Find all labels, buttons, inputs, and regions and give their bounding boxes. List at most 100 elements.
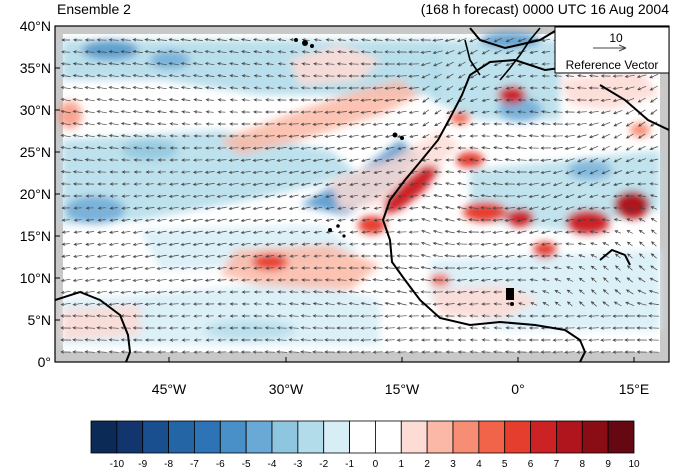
wind-vector (516, 170, 527, 174)
wind-vector (612, 338, 624, 342)
wind-vector (108, 110, 119, 114)
wind-vector (324, 302, 335, 306)
wind-vector (408, 301, 419, 306)
wind-vector (312, 86, 323, 90)
wind-vector (313, 266, 323, 270)
lat-label-25n: 25°N (20, 144, 51, 160)
wind-vector (277, 254, 286, 258)
wind-vector (384, 278, 395, 282)
wind-vector (540, 134, 551, 138)
wind-vector (552, 314, 563, 318)
wind-vector (504, 146, 515, 150)
wind-vector (421, 194, 431, 198)
wind-vector (180, 170, 191, 174)
wind-vector (481, 338, 490, 342)
wind-vector (361, 182, 370, 186)
wind-vector (193, 338, 202, 342)
wind-vector (613, 170, 623, 175)
wind-vector (192, 218, 203, 223)
wind-vector (96, 338, 107, 342)
wind-vector (602, 265, 609, 271)
wind-vector (301, 206, 311, 210)
wind-vector (289, 50, 298, 54)
wind-vector (564, 314, 575, 318)
wind-vector (565, 182, 575, 187)
wind-vector (180, 194, 191, 198)
wind-vector (612, 74, 623, 78)
wind-vector (612, 98, 623, 103)
wind-vector (60, 109, 71, 114)
wind-vector (204, 290, 215, 294)
wind-vector (253, 314, 263, 318)
wind-vector (528, 206, 539, 211)
wind-vector (456, 230, 467, 234)
wind-vector (372, 86, 384, 90)
wind-vector (192, 194, 203, 198)
wind-vector (384, 86, 396, 90)
wind-vector (180, 182, 191, 186)
wind-vector (648, 314, 660, 318)
wind-vector (360, 38, 371, 42)
wind-vector (372, 242, 383, 246)
wind-vector (516, 158, 527, 162)
wind-vector (252, 194, 263, 199)
wind-vector (288, 146, 299, 150)
wind-vector (516, 206, 527, 211)
wind-vector (564, 158, 575, 163)
wind-vector (433, 158, 442, 162)
islands (294, 38, 514, 306)
wind-vector (469, 350, 478, 354)
wind-vector (156, 74, 167, 78)
wind-vector (120, 134, 131, 138)
wind-vector (517, 290, 526, 294)
wind-vector (216, 278, 227, 282)
wind-vector (60, 134, 71, 138)
wind-vector (253, 62, 262, 66)
wind-vector (422, 109, 430, 115)
wind-vector (205, 326, 214, 330)
wind-vector (638, 133, 646, 139)
wind-vector (96, 38, 107, 42)
wind-vector (637, 170, 647, 174)
wind-vector (85, 206, 94, 210)
wind-vector (504, 242, 515, 247)
wind-vector (264, 146, 275, 150)
wind-vector (156, 38, 167, 42)
wind-vector (409, 182, 418, 186)
wind-vector (637, 194, 646, 198)
wind-vector (492, 266, 503, 270)
wind-vector (180, 302, 191, 306)
wind-vector (541, 266, 550, 270)
wind-vector (193, 350, 202, 354)
wind-vector (181, 158, 191, 162)
wind-vector (396, 254, 407, 258)
wind-vector (108, 38, 119, 42)
colorbar-label: -9 (138, 459, 147, 470)
wind-vector (360, 50, 371, 54)
wind-vector (252, 170, 263, 174)
wind-vector (169, 158, 178, 162)
wind-vector (109, 170, 118, 174)
wind-vector (157, 146, 166, 150)
wind-vector (228, 218, 239, 223)
wind-vector (60, 98, 71, 102)
wind-vector (348, 110, 359, 114)
wind-vector (313, 50, 322, 54)
wind-vector (542, 290, 550, 294)
wind-vector (325, 254, 334, 258)
wind-vector (336, 314, 347, 318)
wind-vector (481, 98, 490, 102)
wind-vector (337, 218, 346, 222)
wind-vector (289, 86, 299, 90)
wind-vector (192, 50, 203, 54)
wind-vector (181, 122, 190, 126)
wind-vector (180, 74, 191, 78)
wind-vector (121, 194, 130, 198)
wind-vector (421, 338, 431, 342)
wind-vector (60, 278, 71, 282)
wind-vector (168, 254, 179, 259)
wind-vector (422, 134, 430, 138)
wind-vector (109, 182, 118, 186)
wind-vector (384, 110, 395, 114)
wind-vector (168, 218, 179, 222)
